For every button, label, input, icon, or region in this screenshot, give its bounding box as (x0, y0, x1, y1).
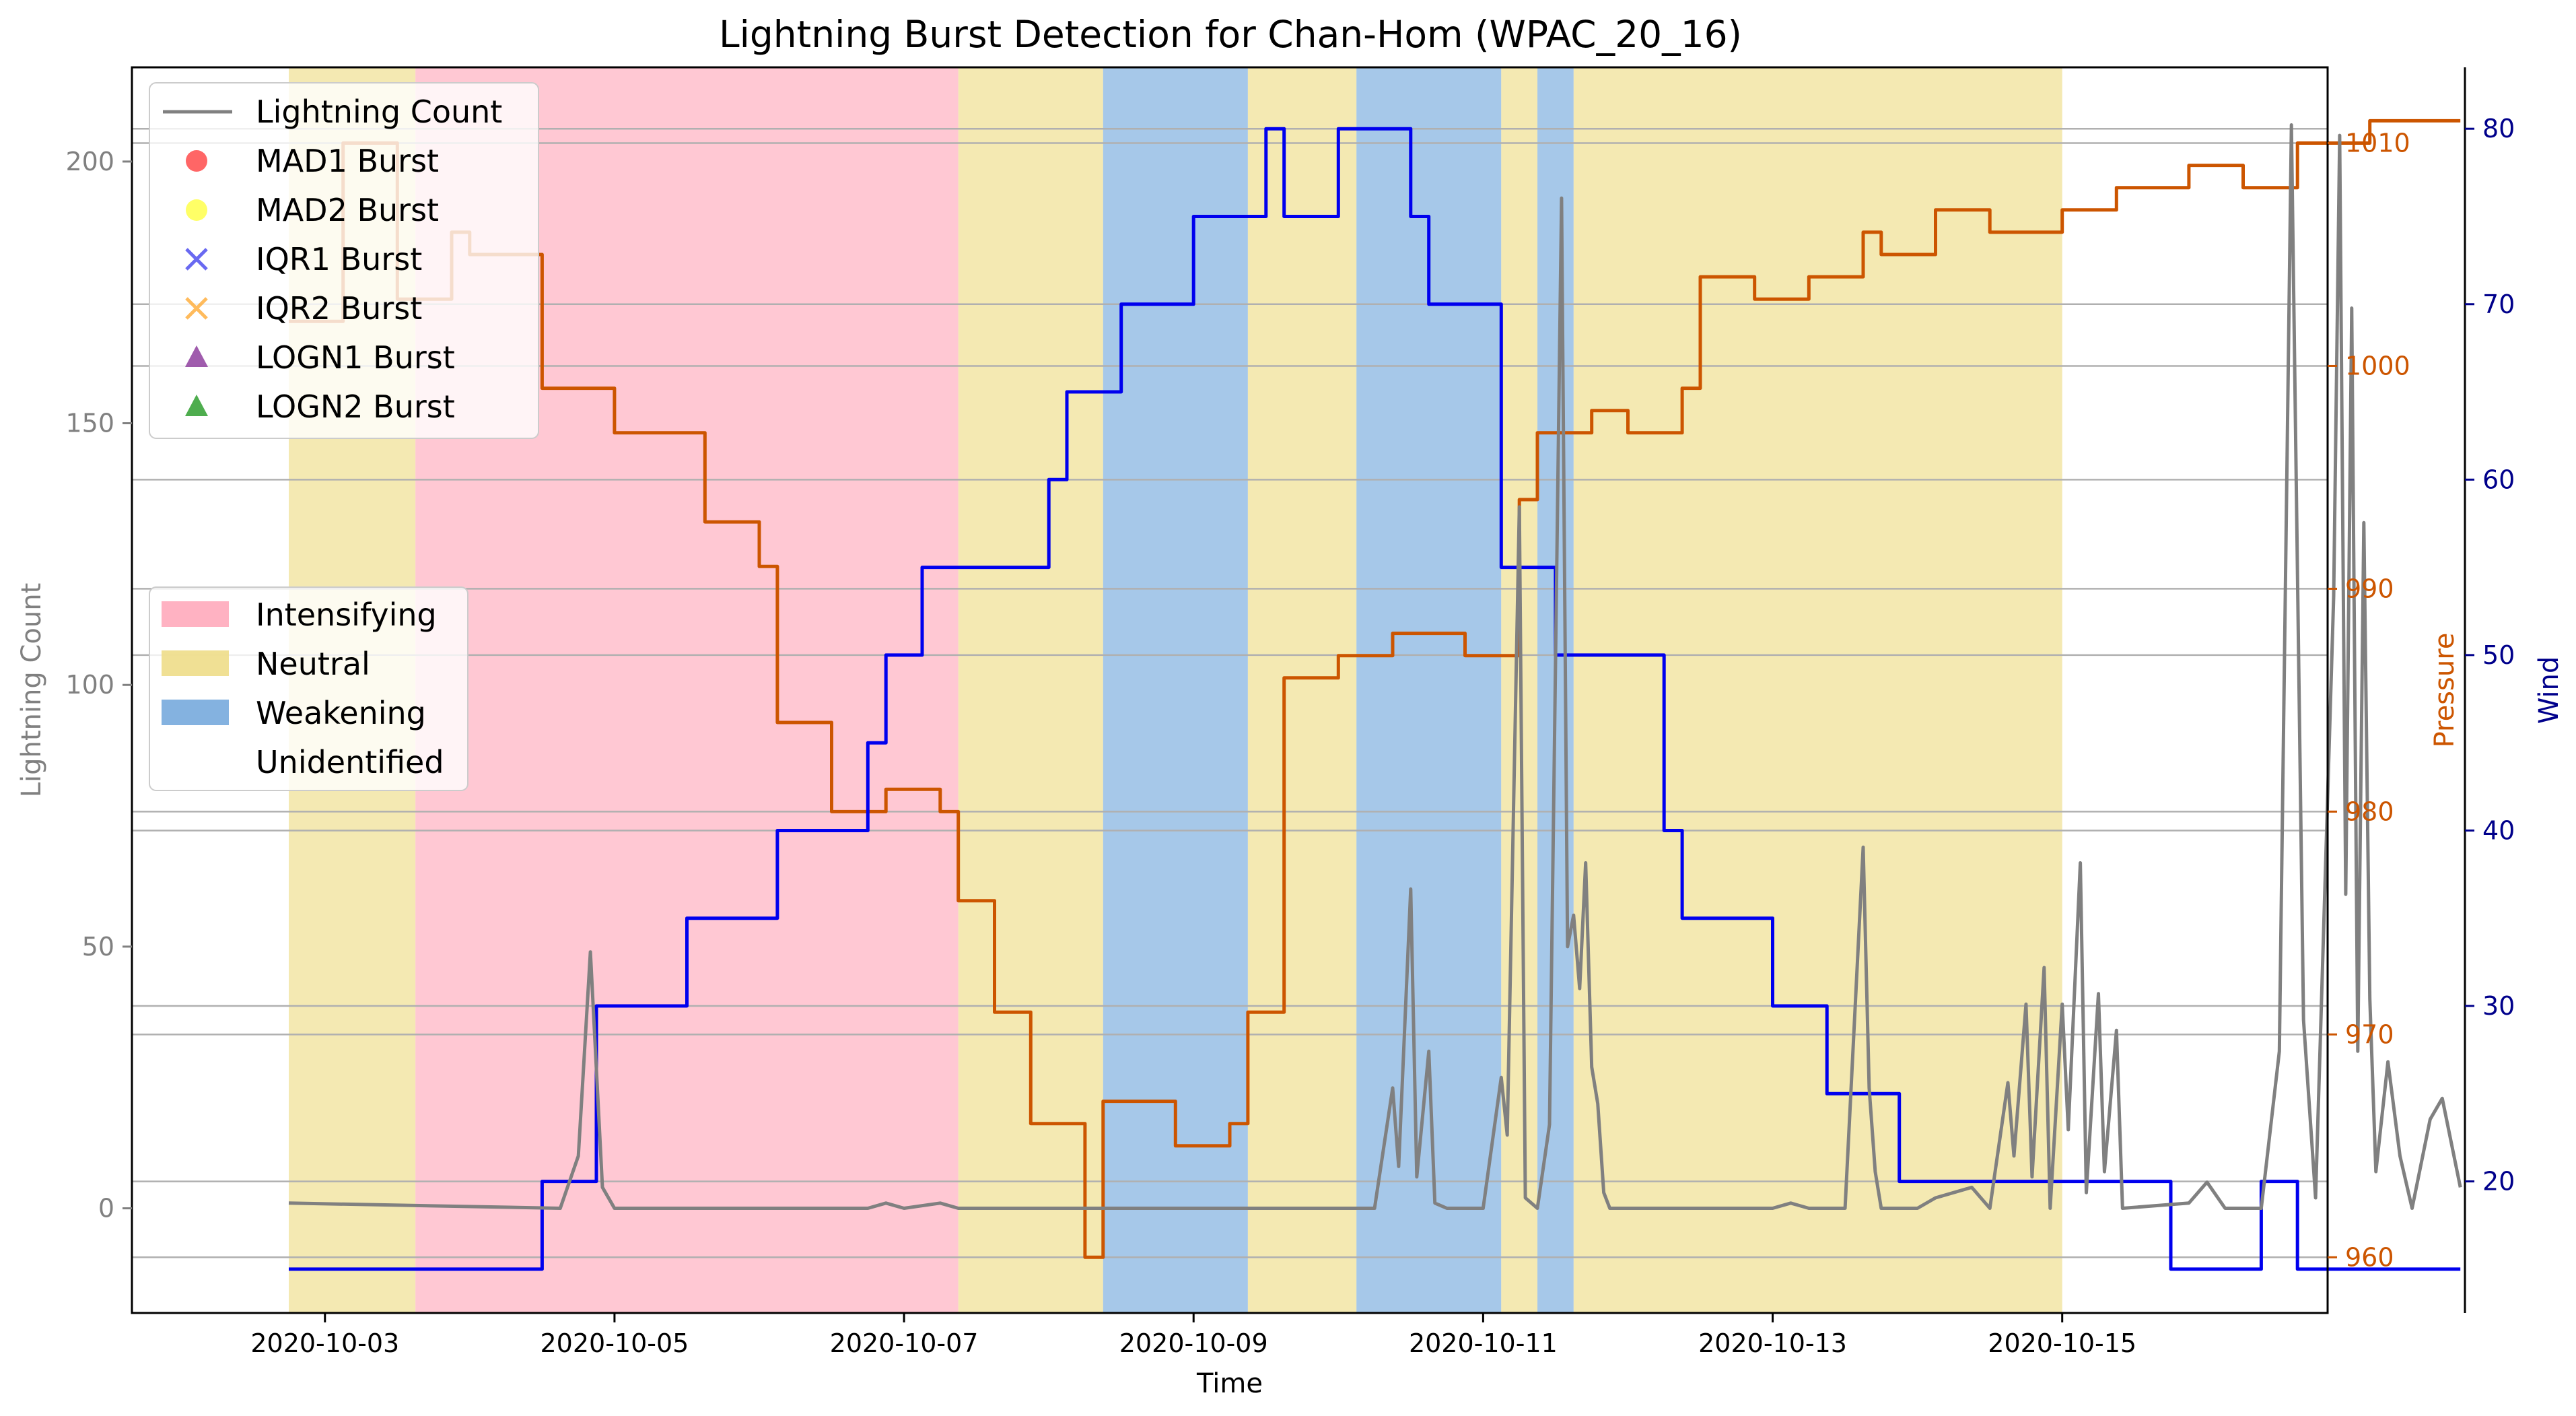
legend-label-iqr1-burst: IQR1 Burst (256, 241, 422, 277)
x-tick-label-5: 2020-10-13 (1698, 1328, 1847, 1358)
lightning-axis: 0 50 100 150 200 (65, 147, 132, 1223)
pressure-axis-label: Pressure (2429, 633, 2460, 748)
legend-label-weakening: Weakening (256, 695, 426, 731)
pressure-axis: 960 970 980 990 1000 1010 (2328, 129, 2410, 1272)
x-tick-label-2: 2020-10-07 (830, 1328, 979, 1358)
legend-swatch-logn2-burst (185, 395, 208, 416)
legend-swatch-iqr2-burst (185, 297, 208, 320)
legend-markers-box (149, 82, 539, 439)
series-wind (289, 127, 2461, 1271)
wind-axis: 20 30 40 50 60 70 80 (2464, 67, 2515, 1313)
x-tick-label-4: 2020-10-11 (1409, 1328, 1558, 1358)
legend-swatch-neutral (162, 650, 229, 676)
x-tick-label-0: 2020-10-03 (250, 1328, 399, 1358)
series-layer (288, 119, 2462, 1271)
wind-tick-label-5: 70 (2482, 290, 2515, 319)
wind-tick-label-3: 50 (2482, 640, 2515, 670)
x-tick-label-1: 2020-10-05 (541, 1328, 689, 1358)
phase-band-neutral-2 (958, 68, 1103, 1312)
legend-swatch-intensifying (162, 601, 229, 627)
legend-swatch-unidentified (162, 749, 229, 774)
legend-label-intensifying: Intensifying (256, 597, 437, 633)
x-axis: 2020-10-03 2020-10-05 2020-10-07 2020-10-09… (250, 1313, 2136, 1358)
legend-label-logn2-burst: LOGN2 Burst (256, 389, 455, 425)
legend-phases: Intensifying Neutral Weakening Unidentified (149, 586, 468, 791)
wind-axis-label: Wind (2534, 656, 2565, 724)
legend-swatch-mad1-burst (186, 150, 207, 172)
left-tick-label-3: 150 (65, 409, 114, 438)
phase-band-neutral-8 (1573, 68, 2062, 1312)
pressure-tick-label-4: 1000 (2345, 351, 2410, 380)
legend-swatch-iqr1-burst (185, 248, 208, 271)
wind-tick-label-2: 40 (2482, 815, 2515, 845)
pressure-tick-label-1: 970 (2345, 1019, 2394, 1049)
x-tick-label-6: 2020-10-15 (1988, 1328, 2136, 1358)
legend-label-mad2-burst: MAD2 Burst (256, 192, 439, 228)
pressure-tick-label-2: 980 (2345, 797, 2394, 826)
legend-swatch-mad2-burst (186, 199, 207, 221)
legend-label-unidentified: Unidentified (256, 744, 444, 780)
left-tick-label-2: 100 (65, 670, 114, 700)
x-tick-label-3: 2020-10-09 (1119, 1328, 1268, 1358)
left-tick-label-1: 50 (82, 932, 114, 962)
legend-swatch-weakening (162, 700, 229, 725)
lightning-axis-label: Lightning Count (16, 583, 47, 798)
left-tick-label-0: 0 (98, 1194, 114, 1223)
legend-label-logn1-burst: LOGN1 Burst (256, 339, 455, 376)
series-lightning-count (288, 123, 2462, 1210)
legend-swatch-logn1-burst (185, 345, 208, 367)
wind-tick-label-0: 20 (2482, 1167, 2515, 1196)
pressure-tick-label-0: 960 (2345, 1242, 2394, 1272)
wind-tick-label-1: 30 (2482, 991, 2515, 1021)
legend-label-iqr2-burst: IQR2 Burst (256, 290, 422, 327)
legend-label-lightning-count: Lightning Count (256, 94, 502, 130)
plot-frame (131, 66, 2329, 1314)
legend-phases-box (149, 586, 468, 791)
pressure-tick-label-3: 990 (2345, 574, 2394, 603)
phase-band-neutral-4 (1247, 68, 1357, 1312)
series-pressure (289, 119, 2461, 1259)
pressure-tick-label-5: 1010 (2345, 129, 2410, 158)
wind-tick-label-6: 80 (2482, 114, 2515, 143)
left-tick-label-4: 200 (65, 147, 114, 176)
wind-tick-label-4: 60 (2482, 465, 2515, 494)
chart-title: Lightning Burst Detection for Chan-Hom (… (719, 13, 1742, 56)
legend-markers: Lightning Count MAD1 Burst MAD2 Burst IQR1 … (149, 82, 539, 439)
legend-label-neutral: Neutral (256, 646, 370, 682)
legend-label-mad1-burst: MAD1 Burst (256, 143, 439, 179)
x-axis-label: Time (1196, 1368, 1263, 1399)
